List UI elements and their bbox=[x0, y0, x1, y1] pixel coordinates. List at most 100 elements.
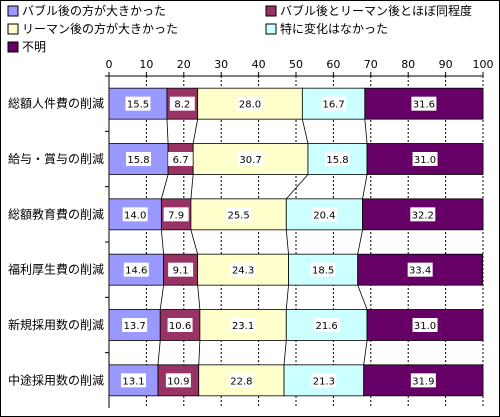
data-label: 22.8 bbox=[230, 376, 252, 387]
data-label-bg bbox=[311, 207, 337, 222]
data-label-bg bbox=[122, 318, 148, 332]
category-label: 給与・賞与の削減 bbox=[8, 151, 104, 166]
data-label-bg bbox=[230, 262, 256, 277]
data-label: 15.8 bbox=[127, 155, 149, 166]
series-connector-line bbox=[364, 119, 368, 144]
data-label: 23.1 bbox=[232, 321, 254, 332]
data-label-bg bbox=[412, 152, 438, 166]
series-connector-line bbox=[198, 340, 201, 365]
data-label: 15.5 bbox=[127, 100, 149, 111]
data-label-bg bbox=[237, 96, 263, 111]
data-label: 13.7 bbox=[123, 321, 145, 332]
series-connector-line bbox=[159, 285, 165, 310]
x-tick-label: 10 bbox=[139, 58, 153, 71]
data-label: 28.0 bbox=[239, 100, 261, 111]
data-label: 31.0 bbox=[414, 155, 436, 166]
bar-segment bbox=[108, 309, 161, 341]
data-label-bg bbox=[165, 373, 191, 388]
data-label-bg bbox=[226, 207, 252, 222]
x-tick-label: 70 bbox=[364, 58, 378, 71]
data-label-bg bbox=[123, 262, 149, 277]
series-connector-line bbox=[362, 174, 368, 199]
legend-label: 不明 bbox=[22, 40, 46, 54]
data-label-bg bbox=[125, 96, 151, 111]
data-label-bg bbox=[168, 152, 194, 166]
data-label: 25.5 bbox=[227, 210, 249, 221]
legend-swatch bbox=[7, 5, 19, 17]
category-label: 中途採用数の削減 bbox=[8, 372, 104, 387]
legend-swatch bbox=[7, 23, 19, 35]
series-connector-line bbox=[301, 119, 309, 144]
data-label: 15.8 bbox=[326, 155, 348, 166]
data-label: 8.2 bbox=[174, 100, 190, 111]
x-tick-label: 40 bbox=[252, 58, 266, 71]
data-label: 14.0 bbox=[124, 210, 146, 221]
series-connector-line bbox=[363, 340, 368, 365]
series-connector-line bbox=[160, 174, 169, 199]
data-label-bg bbox=[325, 152, 351, 166]
legend-label: バブル後とリーマン後とほぼ同程度 bbox=[280, 3, 472, 18]
data-label: 9.1 bbox=[173, 266, 189, 277]
category-label: 福利厚生費の削減 bbox=[8, 262, 104, 277]
legend-swatch bbox=[265, 23, 277, 35]
data-label: 13.1 bbox=[122, 376, 144, 387]
series-connector-line bbox=[192, 119, 199, 144]
data-label: 31.9 bbox=[412, 376, 434, 387]
legend-label: リーマン後の方が大きかった bbox=[22, 21, 178, 36]
data-label: 24.3 bbox=[232, 266, 254, 277]
data-label: 21.3 bbox=[313, 376, 335, 387]
x-tick-label: 80 bbox=[401, 58, 415, 71]
bar-segment bbox=[157, 364, 200, 397]
data-label: 10.6 bbox=[169, 321, 191, 332]
data-label: 20.4 bbox=[313, 210, 335, 221]
data-label-bg bbox=[410, 373, 436, 388]
x-tick-label: 30 bbox=[214, 58, 228, 71]
data-label-bg bbox=[167, 318, 193, 332]
series-connector-line bbox=[190, 174, 194, 199]
category-label: 総額人件費の削減 bbox=[8, 96, 104, 111]
bar-segment bbox=[301, 87, 366, 120]
data-label: 16.7 bbox=[322, 100, 344, 111]
series-connector-line bbox=[190, 229, 199, 255]
data-label-bg bbox=[169, 96, 195, 111]
data-label: 21.6 bbox=[316, 321, 338, 332]
data-label-bg bbox=[126, 152, 152, 166]
x-tick-label: 0 bbox=[106, 58, 113, 71]
series-connector-line bbox=[285, 229, 289, 255]
data-label-bg bbox=[407, 262, 433, 277]
series-connector-line bbox=[157, 340, 161, 365]
x-tick-label: 50 bbox=[289, 58, 303, 71]
data-label-bg bbox=[410, 207, 436, 222]
series-connector-line bbox=[357, 285, 368, 310]
legend-swatch bbox=[265, 5, 277, 17]
series-connector-line bbox=[197, 285, 201, 310]
data-label: 33.4 bbox=[409, 266, 431, 277]
series-connector-line bbox=[285, 285, 289, 310]
category-label: 新規採用数の削減 bbox=[8, 317, 104, 332]
x-tick-label: 60 bbox=[326, 58, 340, 71]
x-tick-label: 90 bbox=[439, 58, 453, 71]
legend-swatch bbox=[7, 41, 19, 53]
data-label: 7.9 bbox=[168, 210, 184, 221]
category-label: 総額教育費の削減 bbox=[8, 206, 104, 221]
data-label: 30.7 bbox=[239, 155, 261, 166]
series-connector-line bbox=[285, 174, 309, 200]
data-label: 18.5 bbox=[312, 266, 334, 277]
data-label: 6.7 bbox=[173, 155, 189, 166]
data-label-bg bbox=[122, 207, 148, 222]
x-tick-label: 20 bbox=[177, 58, 191, 71]
series-connector-line bbox=[283, 340, 287, 365]
data-label-bg bbox=[228, 373, 254, 388]
data-label-bg bbox=[311, 373, 337, 388]
bar-segment bbox=[197, 253, 289, 286]
data-label: 31.6 bbox=[413, 100, 435, 111]
series-connector-line bbox=[166, 119, 169, 144]
data-label-bg bbox=[314, 318, 340, 332]
data-label-bg bbox=[238, 152, 264, 166]
data-label-bg bbox=[310, 262, 336, 277]
data-label: 32.2 bbox=[412, 210, 434, 221]
legend-label: バブル後の方が大きかった bbox=[22, 3, 166, 18]
data-label: 10.9 bbox=[167, 376, 189, 387]
